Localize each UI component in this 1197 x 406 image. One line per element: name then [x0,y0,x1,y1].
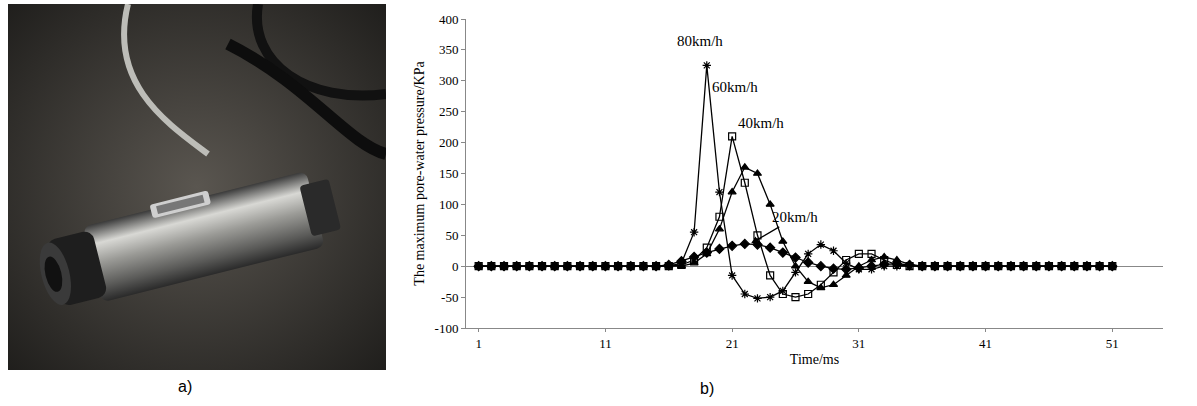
svg-text:41: 41 [979,336,992,351]
html-text:b): b) [700,380,715,397]
svg-text:11: 11 [599,336,612,351]
svg-text:20km/h: 20km/h [772,209,818,225]
svg-text:60km/h: 60km/h [712,79,758,95]
svg-text:21: 21 [726,336,739,351]
svg-text:51: 51 [1106,336,1119,351]
svg-text:50: 50 [445,228,458,243]
svg-text:-100: -100 [435,321,459,336]
svg-text:1: 1 [475,336,482,351]
svg-text:31: 31 [852,336,865,351]
svg-text:250: 250 [439,104,459,119]
svg-text:The maximum pore-water pressur: The maximum pore-water pressure/KPa [412,61,427,286]
svg-text:0: 0 [452,259,459,274]
svg-text:Time/ms: Time/ms [790,352,839,367]
svg-text:40km/h: 40km/h [738,115,784,131]
svg-text:150: 150 [439,166,459,181]
svg-text:400: 400 [439,12,459,27]
svg-text:200: 200 [439,135,459,150]
svg-text:100: 100 [439,197,459,212]
svg-text:80km/h: 80km/h [677,33,723,49]
svg-text:350: 350 [439,42,459,57]
svg-text:-50: -50 [441,290,458,305]
svg-text:300: 300 [439,73,459,88]
html-text:a): a) [178,378,193,395]
